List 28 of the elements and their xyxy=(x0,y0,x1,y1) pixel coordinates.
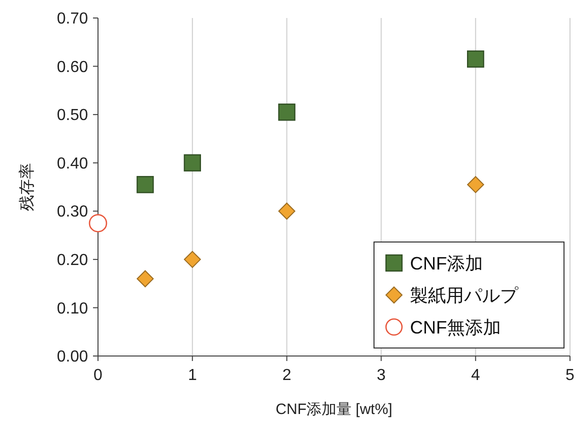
point xyxy=(88,214,108,232)
y-tick-label: 0.40 xyxy=(56,155,88,172)
y-tick-label: 0.30 xyxy=(56,204,88,221)
y-tick-label: 0.10 xyxy=(56,300,88,318)
x-tick-label: 3 xyxy=(376,367,386,384)
x-tick-label: 4 xyxy=(471,367,480,384)
x-tick-label: 0 xyxy=(94,367,103,384)
y-tick-label: 0.20 xyxy=(56,252,88,270)
x-tick-label: 5 xyxy=(566,367,575,384)
point xyxy=(184,250,201,268)
point xyxy=(136,270,154,288)
legend-label: CNF無添加 xyxy=(410,317,501,338)
legend-label: 製紙用パルプ xyxy=(410,285,519,306)
point xyxy=(136,176,154,194)
legend-label: CNF添加 xyxy=(410,253,483,274)
x-axis-title: CNF添加量 [wt%] xyxy=(276,401,392,418)
y-axis-title: 残存率 xyxy=(18,163,36,211)
point xyxy=(278,104,296,121)
x-tick-label: 2 xyxy=(282,367,292,384)
y-tick-label: 0.60 xyxy=(56,58,88,76)
point xyxy=(467,50,484,68)
point xyxy=(467,176,484,194)
point xyxy=(184,154,201,172)
y-tick-label: 0.00 xyxy=(56,348,88,366)
y-tick-label: 0.50 xyxy=(56,107,88,124)
y-tick-label: 0.70 xyxy=(56,10,88,28)
point xyxy=(278,202,296,220)
x-tick-label: 1 xyxy=(188,367,197,384)
